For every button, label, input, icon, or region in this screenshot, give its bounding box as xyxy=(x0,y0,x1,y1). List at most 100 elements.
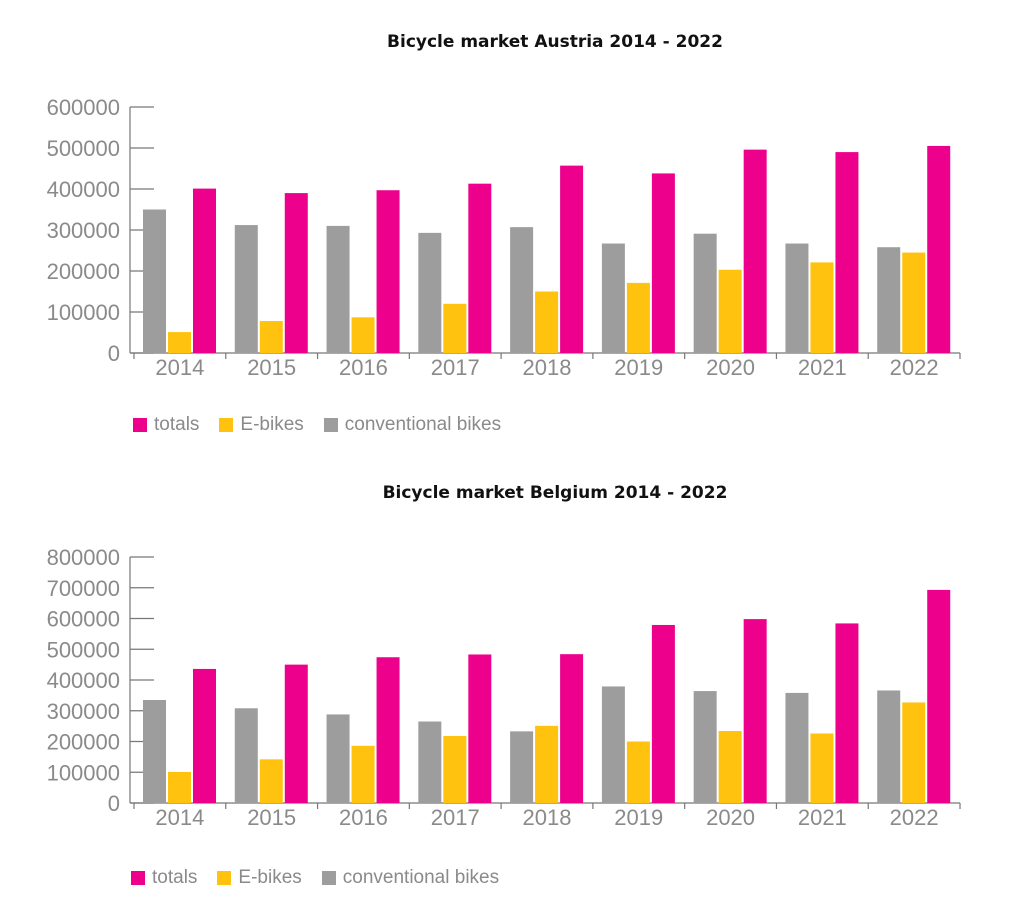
bar-conventional-2014 xyxy=(143,209,166,353)
bar-ebikes-2017 xyxy=(443,303,467,353)
bar-conventional-2021 xyxy=(785,692,809,803)
legend-label-conventional: conventional bikes xyxy=(342,867,500,888)
bar-conventional-2019 xyxy=(601,243,625,353)
bar-conventional-2017 xyxy=(418,232,442,353)
legend-label-conventional: conventional bikes xyxy=(344,414,502,435)
bar-totals-2021 xyxy=(835,152,859,353)
bar-conventional-2022 xyxy=(877,690,901,803)
bar-ebikes-2015 xyxy=(259,321,283,353)
legend-label-ebikes: E-bikes xyxy=(240,414,304,435)
chart-belgium-plot: 0 100000 200000 300000 400000 500000 600000 700… xyxy=(47,545,961,830)
y-tick-label: 0 xyxy=(108,341,120,366)
bar-ebikes-2018 xyxy=(535,725,559,803)
bar-conventional-2021 xyxy=(785,243,809,353)
y-tick-label: 200000 xyxy=(47,259,120,284)
bar-conventional-2018 xyxy=(510,731,534,803)
bar-ebikes-2016 xyxy=(351,745,375,803)
bar-ebikes-2022 xyxy=(902,252,926,353)
legend-swatch-conventional xyxy=(323,418,338,432)
y-tick-label: 300000 xyxy=(47,218,120,243)
bar-totals-2016 xyxy=(376,190,400,353)
bar-totals-2016 xyxy=(376,657,400,803)
bar-totals-2021 xyxy=(835,623,859,803)
legend-label-totals: totals xyxy=(152,867,198,888)
bar-ebikes-2014 xyxy=(168,332,191,353)
bar-ebikes-2021 xyxy=(810,733,834,803)
x-tick-label: 2021 xyxy=(798,805,847,830)
bar-conventional-2015 xyxy=(234,225,258,353)
bar-ebikes-2020 xyxy=(718,731,742,803)
x-tick-label: 2019 xyxy=(614,805,663,830)
legend-item-totals: totals xyxy=(131,867,197,889)
bar-ebikes-2014 xyxy=(168,771,191,803)
legend-swatch-ebikes xyxy=(219,418,234,432)
bar-ebikes-2020 xyxy=(718,269,742,353)
x-tick-label: 2022 xyxy=(890,355,939,380)
bar-totals-2018 xyxy=(560,654,584,803)
legend-item-conventional: conventional bikes xyxy=(321,867,500,889)
x-tick-label: 2021 xyxy=(798,355,847,380)
x-tick-label: 2014 xyxy=(155,805,204,830)
bar-ebikes-2018 xyxy=(535,291,559,353)
chart-austria-plot: 0 100000 200000 300000 400000 500000 600000 201… xyxy=(47,95,961,380)
y-tick-label: 500000 xyxy=(47,637,120,662)
legend-item-conventional: conventional bikes xyxy=(323,414,502,436)
bar-totals-2014 xyxy=(193,668,216,803)
y-tick-label: 500000 xyxy=(47,136,120,161)
legend-item-totals: totals xyxy=(133,414,199,436)
y-tick-label: 0 xyxy=(108,791,120,816)
bar-ebikes-2022 xyxy=(902,702,926,803)
bar-conventional-2016 xyxy=(326,714,350,803)
y-tick-label: 600000 xyxy=(47,95,120,120)
bar-totals-2019 xyxy=(651,624,675,803)
legend-item-ebikes: E-bikes xyxy=(217,867,302,889)
bar-ebikes-2019 xyxy=(626,741,650,803)
y-tick-label: 200000 xyxy=(47,730,120,755)
y-tick-label: 600000 xyxy=(47,607,120,632)
legend-swatch-conventional xyxy=(321,871,336,885)
x-tick-label: 2022 xyxy=(890,805,939,830)
legend: totals E-bikes conventional bikes xyxy=(133,414,521,436)
bar-totals-2015 xyxy=(284,664,308,803)
legend-label-ebikes: E-bikes xyxy=(238,867,302,888)
bar-conventional-2019 xyxy=(601,686,625,803)
chart-title: Bicycle market Belgium 2014 - 2022 xyxy=(382,483,728,503)
bar-totals-2015 xyxy=(284,193,308,353)
y-tick-label: 800000 xyxy=(47,545,120,570)
y-tick-label: 100000 xyxy=(47,760,120,785)
x-tick-label: 2017 xyxy=(431,355,480,380)
legend-swatch-ebikes xyxy=(217,871,232,885)
y-tick-label: 700000 xyxy=(47,576,120,601)
x-tick-label: 2017 xyxy=(431,805,480,830)
bar-totals-2020 xyxy=(743,619,767,803)
legend-label-totals: totals xyxy=(154,414,200,435)
bar-totals-2022 xyxy=(927,145,951,353)
chart-austria: Bicycle market Austria 2014 - 2022 0 1000… xyxy=(0,0,1024,450)
x-tick-label: 2015 xyxy=(247,805,296,830)
bar-totals-2017 xyxy=(468,183,492,353)
bar-conventional-2014 xyxy=(143,699,166,803)
bar-totals-2020 xyxy=(743,149,767,353)
legend-item-ebikes: E-bikes xyxy=(219,414,304,436)
bar-conventional-2017 xyxy=(418,721,442,803)
legend: totals E-bikes conventional bikes xyxy=(131,867,519,889)
bar-ebikes-2019 xyxy=(626,282,650,353)
bar-totals-2014 xyxy=(193,188,216,353)
x-tick-label: 2020 xyxy=(706,355,755,380)
bar-conventional-2016 xyxy=(326,225,350,353)
x-tick-label: 2015 xyxy=(247,355,296,380)
bar-conventional-2015 xyxy=(234,708,258,803)
legend-swatch-totals xyxy=(133,418,147,432)
bar-ebikes-2015 xyxy=(259,759,283,803)
bar-ebikes-2017 xyxy=(443,735,467,803)
bar-ebikes-2016 xyxy=(351,317,375,353)
x-tick-label: 2020 xyxy=(706,805,755,830)
bar-conventional-2018 xyxy=(510,227,534,353)
chart-title: Bicycle market Austria 2014 - 2022 xyxy=(387,32,723,52)
bar-conventional-2020 xyxy=(693,233,717,353)
bar-totals-2017 xyxy=(468,654,492,803)
bar-totals-2019 xyxy=(651,173,675,353)
x-tick-label: 2018 xyxy=(523,355,572,380)
bar-ebikes-2021 xyxy=(810,262,834,353)
bar-totals-2018 xyxy=(560,165,584,353)
